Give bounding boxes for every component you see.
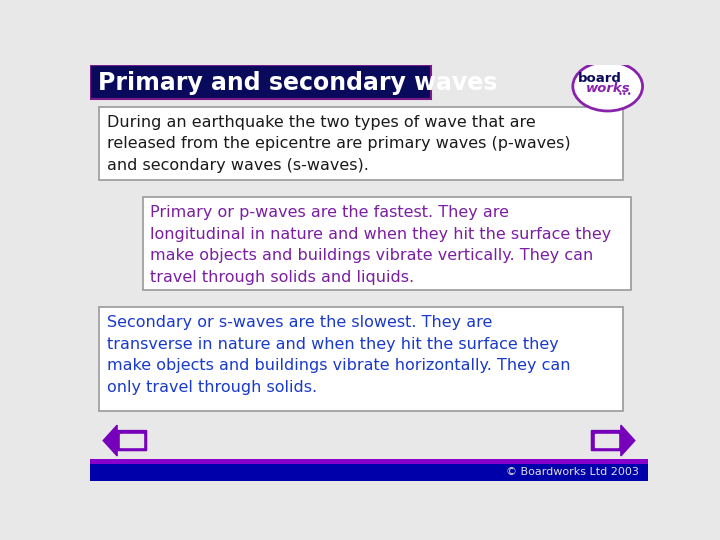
Text: © Boardworks Ltd 2003: © Boardworks Ltd 2003	[506, 467, 639, 477]
Bar	[90, 464, 648, 481]
Text: Secondary or s-waves are the slowest. They are
transverse in nature and when the: Secondary or s-waves are the slowest. Th…	[107, 315, 570, 395]
Polygon shape	[591, 425, 635, 456]
Polygon shape	[595, 434, 618, 448]
Text: board: board	[578, 72, 622, 85]
Text: Primary and secondary waves: Primary and secondary waves	[98, 71, 497, 94]
Text: Primary or p-waves are the fastest. They are
longitudinal in nature and when the: Primary or p-waves are the fastest. They…	[150, 205, 612, 285]
Bar	[99, 107, 624, 180]
Text: •••: •••	[618, 90, 633, 99]
Ellipse shape	[573, 62, 642, 111]
Polygon shape	[103, 425, 147, 456]
Text: works: works	[585, 82, 630, 95]
Bar	[99, 307, 624, 411]
Bar	[90, 65, 431, 99]
Text: During an earthquake the two types of wave that are
released from the epicentre : During an earthquake the two types of wa…	[107, 115, 571, 173]
Bar	[90, 459, 648, 464]
Bar	[143, 197, 631, 289]
Polygon shape	[120, 434, 143, 448]
